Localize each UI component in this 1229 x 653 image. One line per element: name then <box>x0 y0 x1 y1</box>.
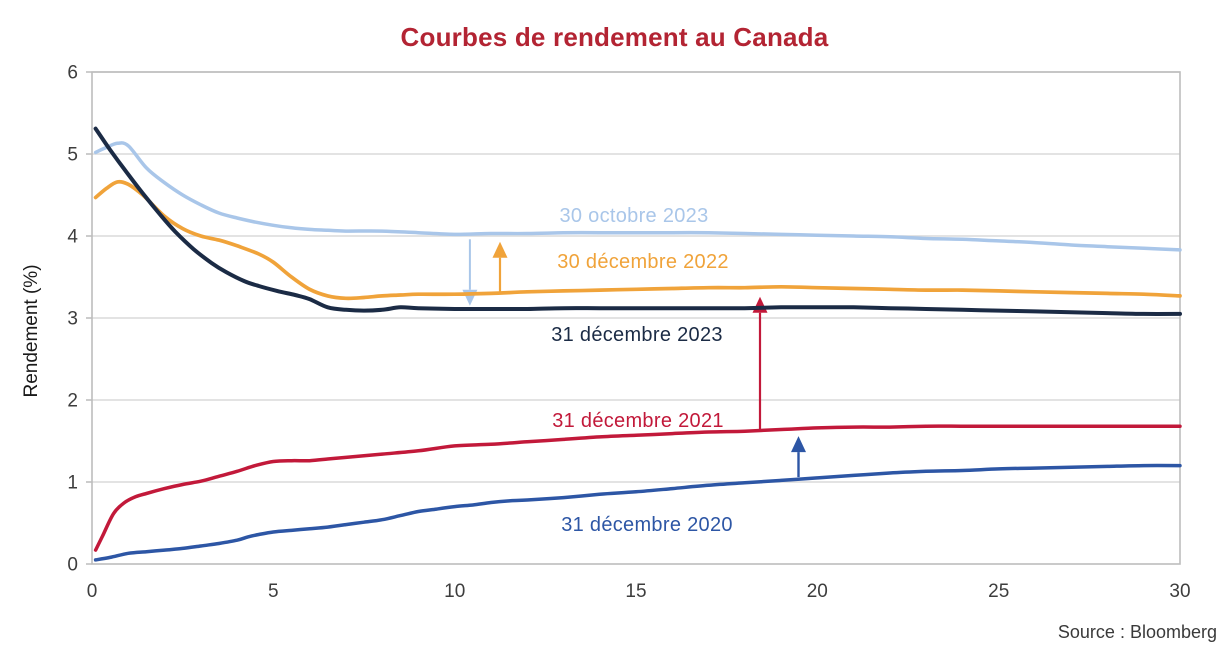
plot-border <box>91 71 1181 565</box>
y-tick-label-2: 2 <box>67 391 78 412</box>
series-label-31-décembre-2020: 31 décembre 2020 <box>561 514 733 536</box>
x-tick-label-25: 25 <box>988 581 1009 602</box>
y-tick-label-5: 5 <box>67 145 78 166</box>
series-line-30-octobre-2023 <box>93 141 1182 252</box>
series-line-30-décembre-2022 <box>93 179 1182 301</box>
y-tick-label-3: 3 <box>67 309 78 330</box>
chart-title: Courbes de rendement au Canada <box>400 22 829 52</box>
source-note: Source : Bloomberg <box>1057 622 1217 642</box>
x-tick-label-10: 10 <box>444 581 465 602</box>
y-tick-label-4: 4 <box>67 227 78 248</box>
y-tick-label-1: 1 <box>67 473 78 494</box>
x-tick-label-15: 15 <box>625 581 646 602</box>
x-tick-label-0: 0 <box>87 581 98 602</box>
y-axis-title: Rendement (%) <box>21 264 42 398</box>
series-line-31-décembre-2021 <box>93 424 1182 552</box>
x-tick-label-20: 20 <box>807 581 828 602</box>
series-label-30-décembre-2022: 30 décembre 2022 <box>557 251 729 273</box>
series-label-30-octobre-2023: 30 octobre 2023 <box>559 205 708 227</box>
arrow-up-dec2022-to-oct2023-head <box>492 241 508 258</box>
series-line-31-décembre-2020 <box>93 463 1182 562</box>
series-label-31-décembre-2021: 31 décembre 2021 <box>552 410 724 432</box>
series-label-31-décembre-2023: 31 décembre 2023 <box>551 324 723 346</box>
y-tick-label-6: 6 <box>67 63 78 84</box>
y-tick-label-0: 0 <box>67 555 78 576</box>
arrow-up-dec2020-to-dec2021-head <box>791 436 806 453</box>
series-line-31-décembre-2023 <box>93 126 1182 316</box>
x-tick-label-30: 30 <box>1169 581 1190 602</box>
x-tick-label-5: 5 <box>268 581 279 602</box>
arrow-up-dec2021-to-dec2022-head <box>752 296 768 313</box>
